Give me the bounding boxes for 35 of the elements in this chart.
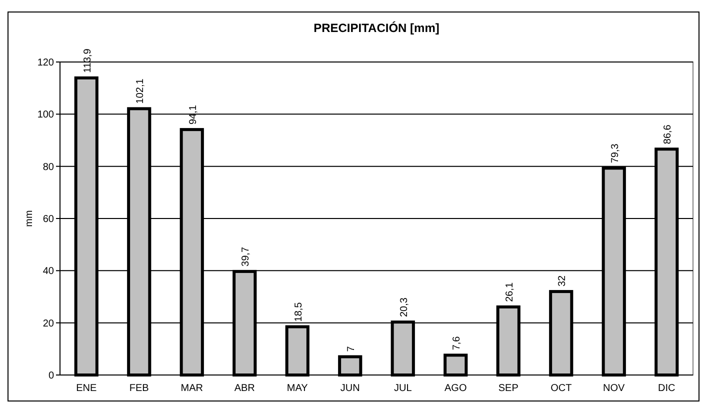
x-tick-label: DIC bbox=[658, 383, 676, 394]
data-label: 7 bbox=[346, 346, 358, 352]
x-tick-label: ENE bbox=[76, 383, 97, 394]
data-label: 7,6 bbox=[452, 336, 463, 350]
y-tick-label: 0 bbox=[48, 370, 54, 382]
bar bbox=[338, 355, 362, 376]
bar bbox=[444, 354, 468, 376]
x-tick-label: JUL bbox=[394, 383, 412, 394]
data-label: 26,1 bbox=[504, 282, 516, 302]
data-label: 94,1 bbox=[188, 104, 199, 125]
y-tick-label: 60 bbox=[42, 214, 54, 225]
data-label: 79,3 bbox=[610, 143, 621, 164]
data-label: 39,7 bbox=[240, 246, 252, 266]
x-tick-label: SEP bbox=[498, 383, 519, 394]
x-tick-label: AGO bbox=[444, 383, 467, 394]
x-tick-label: NOV bbox=[603, 383, 626, 394]
x-tick-label: OCT bbox=[550, 383, 572, 394]
data-label: 113,9 bbox=[82, 48, 94, 73]
x-tick-label: FEB bbox=[129, 383, 150, 394]
x-tick-label: JUN bbox=[340, 383, 360, 394]
y-tick-label: 120 bbox=[37, 58, 54, 68]
y-tick-label: 80 bbox=[42, 162, 54, 173]
data-label: 18,5 bbox=[293, 302, 304, 322]
y-tick-label: 40 bbox=[42, 266, 54, 278]
y-axis-title: mm bbox=[24, 210, 35, 227]
y-tick-label: 100 bbox=[37, 110, 54, 121]
data-label: 32 bbox=[557, 274, 568, 287]
x-tick-label: MAY bbox=[286, 383, 308, 394]
data-label: 102,1 bbox=[135, 78, 146, 104]
x-tick-label: ABR bbox=[234, 383, 255, 394]
y-tick-label: 20 bbox=[42, 318, 54, 330]
data-label: 86,6 bbox=[662, 124, 674, 144]
chart-title: PRECIPITACIÓN [mm] bbox=[314, 21, 440, 35]
x-tick-label: MAR bbox=[180, 383, 203, 394]
data-label: 20,3 bbox=[398, 297, 410, 318]
